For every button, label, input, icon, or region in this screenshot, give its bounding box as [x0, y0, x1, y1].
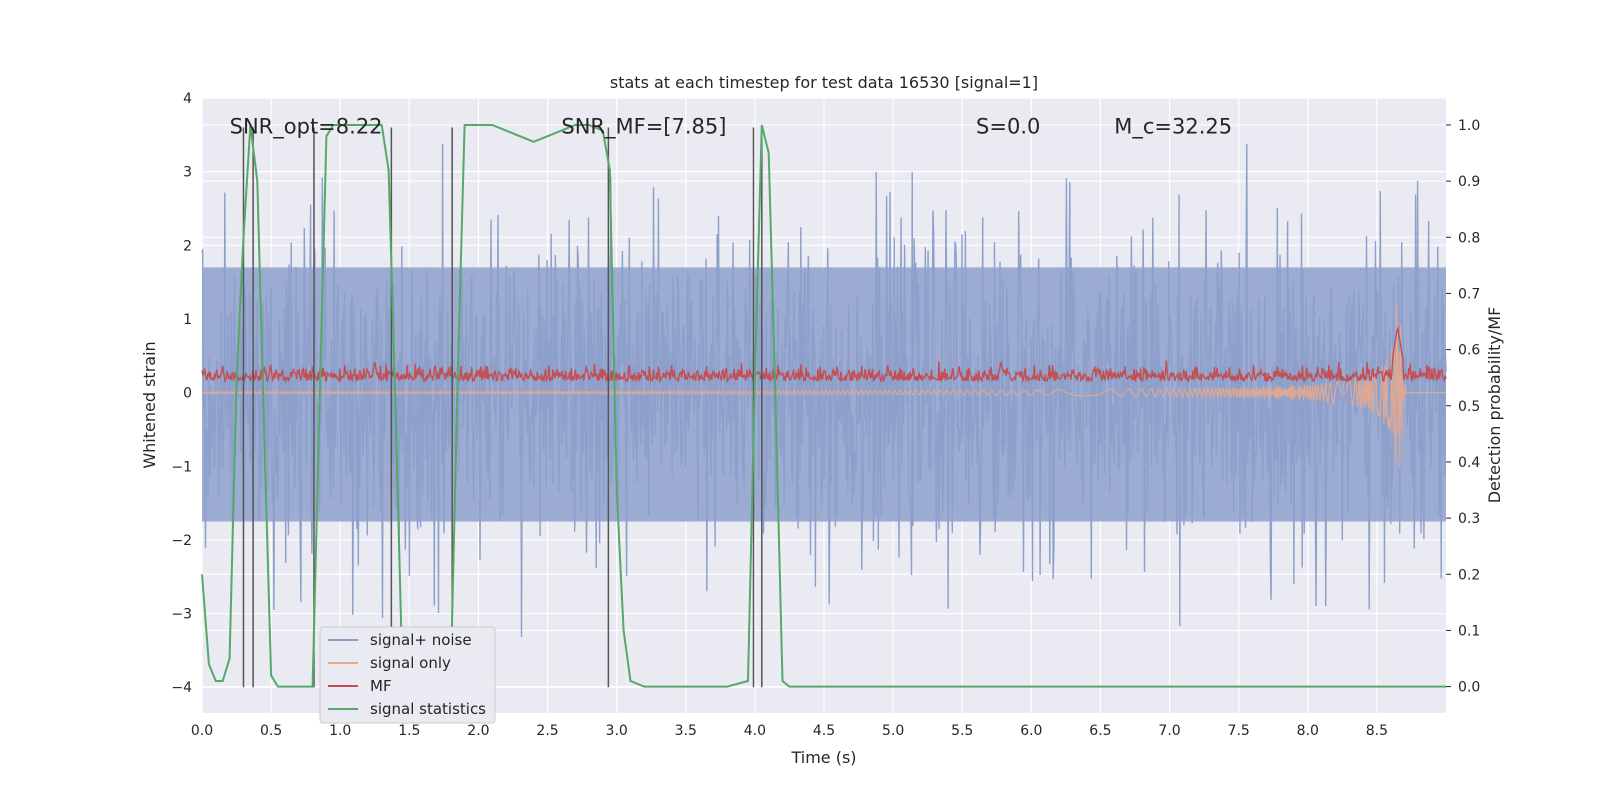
annotation-1: SNR_MF=[7.85]	[561, 114, 726, 139]
y-tick-label-3: −1	[171, 459, 192, 475]
y-right-axis-label: Detection probability/MF	[1485, 307, 1504, 504]
x-tick-label-6: 3.0	[606, 723, 628, 739]
x-tick-label-14: 7.0	[1158, 723, 1180, 739]
y-tick-label-5: 1	[183, 312, 192, 328]
y-tick-label-2: −2	[171, 533, 192, 549]
annotation-3: M_c=32.25	[1114, 114, 1232, 139]
legend-label-signal-noise: signal+ noise	[370, 631, 472, 649]
x-tick-label-15: 7.5	[1228, 723, 1250, 739]
y-tick-label-8: 4	[183, 91, 192, 107]
y-right-tick-label-4: 0.4	[1458, 455, 1480, 471]
x-tick-label-13: 6.5	[1089, 723, 1111, 739]
x-tick-label-1: 0.5	[260, 723, 282, 739]
y-right-tick-label-8: 0.8	[1458, 230, 1480, 246]
annotations: SNR_opt=8.22 SNR_MF=[7.85] S=0.0 M_c=32.25	[230, 114, 1233, 139]
y-tick-label-6: 2	[183, 238, 192, 254]
y-right-tick-label-1: 0.1	[1458, 623, 1480, 639]
x-tick-label-17: 8.5	[1366, 723, 1388, 739]
y-tick-label-0: −4	[171, 680, 192, 696]
x-tick-label-5: 2.5	[536, 723, 558, 739]
legend-label-signal-only: signal only	[370, 654, 451, 672]
series-mf	[201, 326, 1447, 384]
annotation-2: S=0.0	[976, 114, 1040, 138]
y-right-tick-label-9: 0.9	[1458, 174, 1480, 190]
x-tick-label-16: 8.0	[1297, 723, 1319, 739]
x-tick-label-9: 4.5	[813, 723, 835, 739]
y-tick-label-4: 0	[183, 386, 192, 402]
x-tick-label-10: 5.0	[882, 723, 904, 739]
legend-label-mf: MF	[370, 677, 392, 695]
legend-label-signal-statistics: signal statistics	[370, 700, 486, 718]
x-tick-label-7: 3.5	[675, 723, 697, 739]
x-axis-ticks: 0.0 0.5 1.0 1.5 2.0 2.5 3.0 3.5 4.0 4.5 5.0 5.5 6.0 6…	[191, 723, 1388, 739]
x-tick-label-11: 5.5	[951, 723, 973, 739]
y-right-tick-label-6: 0.6	[1458, 343, 1480, 359]
annotation-0: SNR_opt=8.22	[230, 114, 383, 139]
chart-title: stats at each timestep for test data 165…	[610, 73, 1038, 92]
y-axis-label: Whitened strain	[140, 341, 159, 468]
noise-trace	[201, 143, 1447, 637]
y-right-tick-label-5: 0.5	[1458, 399, 1480, 415]
x-axis-label: Time (s)	[790, 748, 856, 767]
x-tick-label-12: 6.0	[1020, 723, 1042, 739]
signal-only-line	[201, 301, 1446, 468]
y-right-tick-label-10: 1.0	[1458, 118, 1480, 134]
series-signal-only	[201, 301, 1446, 468]
legend-box	[319, 626, 496, 724]
y-right-tick-label-3: 0.3	[1458, 511, 1480, 527]
x-tick-label-0: 0.0	[191, 723, 213, 739]
y-axis-ticks: −4 −3 −2 −1 0 1 2 3 4	[171, 91, 192, 696]
y-right-axis-ticks: 0.0 0.1 0.2 0.3 0.4 0.5 0.6 0.7 0.8 0.9 1.0	[1446, 118, 1480, 696]
mf-line	[201, 326, 1447, 384]
x-tick-label-4: 2.0	[467, 723, 489, 739]
y-right-tick-label-0: 0.0	[1458, 680, 1480, 696]
y-tick-label-1: −3	[171, 607, 192, 623]
y-tick-label-7: 3	[183, 165, 192, 181]
legend: signal+ noise signal only MF signal stat…	[319, 626, 496, 724]
x-tick-label-8: 4.0	[744, 723, 766, 739]
x-tick-label-2: 1.0	[329, 723, 351, 739]
y-right-tick-label-2: 0.2	[1458, 567, 1480, 583]
y-right-tick-label-7: 0.7	[1458, 286, 1480, 302]
x-tick-label-3: 1.5	[398, 723, 420, 739]
